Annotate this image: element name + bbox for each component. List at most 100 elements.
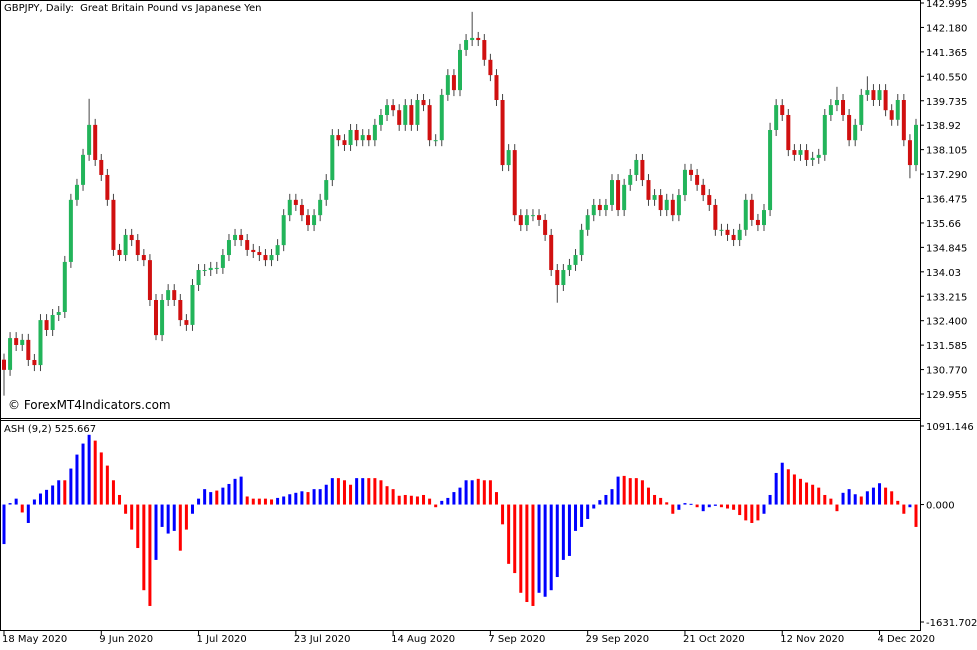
histogram-bar [750, 504, 754, 523]
histogram-bar [136, 504, 140, 549]
histogram-bar [87, 434, 91, 505]
histogram-bar [567, 504, 571, 556]
candle-body [287, 199, 292, 216]
histogram-bar [878, 483, 882, 505]
candle-body [214, 267, 219, 269]
histogram-bar [215, 490, 219, 505]
candle-body [190, 285, 195, 325]
candle-body [129, 234, 134, 241]
candle-body [409, 105, 414, 125]
histogram-bar [385, 486, 389, 505]
candle-body [652, 195, 657, 200]
histogram-bar [318, 489, 322, 505]
candle-body [257, 252, 262, 256]
candle-body [719, 229, 724, 231]
candle-body [324, 180, 329, 200]
histogram-bar [379, 480, 383, 505]
histogram-bar [659, 497, 663, 505]
candle-body [220, 255, 225, 268]
candle-body [579, 229, 584, 256]
histogram-bar [695, 504, 699, 508]
histogram-bar [203, 489, 207, 505]
candle-body [281, 215, 286, 246]
candle-body [488, 59, 493, 76]
histogram-bar [762, 504, 766, 514]
candle-body [707, 195, 712, 205]
histogram-bar [8, 503, 12, 505]
candle-body [38, 320, 43, 366]
histogram-bar [525, 504, 529, 603]
candle-body [549, 234, 554, 271]
candle-body [451, 75, 456, 91]
candle-body [816, 154, 821, 158]
histogram-bar [166, 504, 170, 534]
histogram-bar [537, 504, 541, 593]
histogram-bar [756, 504, 760, 521]
histogram-bar [811, 484, 815, 505]
histogram-bar [823, 494, 827, 505]
histogram-bar [111, 480, 115, 505]
candle-body [439, 94, 444, 141]
candle-body [293, 199, 298, 205]
histogram-bar [355, 478, 359, 505]
pane-title: ASH (9,2) 525.667 [4, 424, 96, 435]
candle-body [883, 90, 888, 111]
chart-frame [0, 0, 921, 631]
histogram-bar [63, 480, 67, 505]
histogram-bar [835, 504, 839, 512]
candle-body [676, 195, 681, 216]
histogram-bar [853, 494, 857, 505]
histogram-bar [701, 504, 705, 512]
histogram-bar [221, 487, 225, 505]
histogram-bar [586, 504, 590, 520]
candle-body [360, 135, 365, 141]
histogram-bar [841, 492, 845, 505]
histogram-bar [57, 480, 61, 505]
histogram-bar [233, 478, 237, 505]
histogram-bar [276, 497, 280, 505]
x-tick-label: 1 Jul 2020 [197, 634, 247, 645]
candle-body [628, 174, 633, 185]
histogram-bar [555, 504, 559, 578]
histogram-bar [847, 489, 851, 505]
histogram-bar [543, 504, 547, 597]
histogram-bar [792, 474, 796, 505]
candle-body [196, 270, 201, 286]
candle-body [160, 300, 165, 336]
candle-body [907, 140, 912, 166]
candle-body [506, 150, 511, 166]
histogram-bar [726, 504, 730, 509]
histogram-bar [622, 475, 626, 505]
candle-body [50, 314, 55, 330]
y-tick-label: 129.955 [926, 390, 967, 401]
histogram-bar [482, 480, 486, 505]
watermark: © ForexMT4Indicators.com [8, 398, 171, 412]
candle-body [105, 174, 110, 200]
x-tick-label: 23 Jul 2020 [294, 634, 351, 645]
candle-body [87, 124, 92, 155]
candle-body [99, 159, 104, 175]
histogram-bar [373, 478, 377, 505]
candle-body [749, 199, 754, 220]
histogram-bar [774, 472, 778, 505]
histogram-bar [288, 494, 292, 505]
candle-body [834, 100, 839, 106]
histogram-bar [257, 498, 261, 505]
y-tick-label: 0.000 [926, 501, 955, 512]
histogram-bar [409, 495, 413, 505]
candle-body [822, 114, 827, 155]
candle-body [530, 215, 535, 217]
histogram-bar [914, 504, 918, 527]
candle-body [445, 75, 450, 95]
candle-body [44, 320, 49, 330]
candle-body [245, 240, 250, 250]
histogram-bar [871, 487, 875, 505]
candle-body [512, 150, 517, 216]
histogram-bar [665, 502, 669, 505]
histogram-bar [859, 496, 863, 505]
histogram-bar [251, 498, 255, 505]
candle-body [81, 154, 86, 185]
histogram-bar [501, 504, 505, 525]
candle-body [737, 229, 742, 241]
candle-body [701, 184, 706, 196]
